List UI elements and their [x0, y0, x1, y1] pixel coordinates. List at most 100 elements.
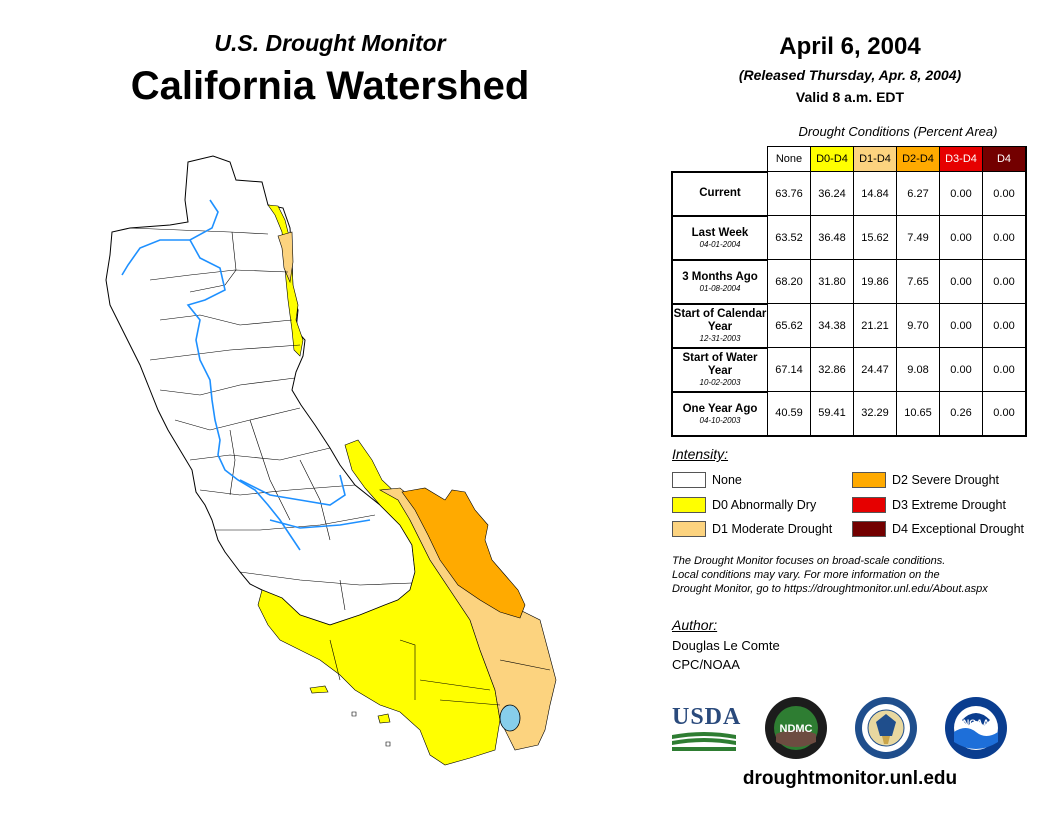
- table-title: Drought Conditions (Percent Area): [798, 124, 998, 139]
- usda-logo: USDA: [672, 704, 742, 751]
- table-cell: 7.49: [896, 215, 940, 260]
- table-cell: 32.29: [853, 391, 897, 437]
- channel-island-1: [309, 685, 329, 694]
- table-cell: 65.62: [767, 303, 811, 348]
- table-cell: 40.59: [767, 391, 811, 437]
- table-cell: 0.26: [939, 391, 983, 437]
- legend-swatch: [672, 497, 706, 513]
- row-label: 3 Months Ago 01-08-2004: [671, 258, 768, 304]
- table-cell: 0.00: [939, 215, 983, 260]
- table-cell: 59.41: [810, 391, 854, 437]
- d1-region-northeast: [277, 231, 294, 284]
- noaa-logo: NOAA: [945, 697, 1007, 759]
- legend-item-d2: D2 Severe Drought: [852, 472, 999, 488]
- column-header: None: [767, 146, 811, 172]
- row-label: One Year Ago 04-10-2003: [671, 390, 768, 437]
- table-row: Start of Calendar Year 12-31-2003 65.62 34.…: [671, 302, 1027, 348]
- website-url[interactable]: droughtmonitor.unl.edu: [742, 768, 958, 789]
- row-label: Start of Calendar Year 12-31-2003: [671, 302, 768, 348]
- map-subtitle: U.S. Drought Monitor: [214, 30, 446, 56]
- legend-label: D3 Extreme Drought: [892, 498, 1006, 512]
- table-cell: 9.08: [896, 347, 940, 392]
- legend-swatch: [672, 521, 706, 537]
- drought-map: [105, 155, 557, 766]
- table-cell: 9.70: [896, 303, 940, 348]
- author-org: CPC/NOAA: [672, 657, 740, 672]
- row-label-date: 10-02-2003: [699, 378, 741, 387]
- legend-label: D0 Abnormally Dry: [712, 498, 817, 512]
- d2-region-east: [401, 487, 526, 619]
- column-header: D3-D4: [939, 146, 983, 172]
- legend-item-d3: D3 Extreme Drought: [852, 497, 1006, 513]
- table-cell: 68.20: [767, 259, 811, 304]
- table-cell: 0.00: [982, 215, 1027, 260]
- legend-label: None: [712, 473, 742, 487]
- usda-logo-stripes: [672, 732, 736, 751]
- disclaimer-note: The Drought Monitor focuses on broad-sca…: [672, 554, 1042, 596]
- table-cell: 7.65: [896, 259, 940, 304]
- table-cell: 6.27: [896, 171, 940, 216]
- note-line: Local conditions may vary. For more info…: [672, 569, 940, 581]
- note-line: Drought Monitor, go to https://droughtmo…: [672, 583, 988, 595]
- legend-label: D1 Moderate Drought: [712, 522, 833, 536]
- legend-label: D2 Severe Drought: [892, 473, 1000, 487]
- table-cell: 0.00: [939, 303, 983, 348]
- table-cell: 15.62: [853, 215, 897, 260]
- table-cell: 32.86: [810, 347, 854, 392]
- rivers: [121, 199, 371, 551]
- row-label-text: Last Week: [691, 226, 749, 239]
- table-cell: 34.38: [810, 303, 854, 348]
- table-row: 3 Months Ago 01-08-2004 68.20 31.80 19.86 7.6…: [671, 258, 1027, 304]
- table-cell: 67.14: [767, 347, 811, 392]
- row-label: Current: [671, 170, 768, 216]
- row-label: Last Week 04-01-2004: [671, 214, 768, 260]
- row-label-date: 01-08-2004: [699, 283, 741, 293]
- table-cell: 0.00: [939, 171, 983, 216]
- table-cell: 0.00: [982, 303, 1027, 348]
- map-date: April 6, 2004: [779, 33, 921, 60]
- row-label: Start of Water Year 10-02-2003: [671, 346, 768, 392]
- table-cell: 14.84: [853, 171, 897, 216]
- legend-item-d0: D0 Abnormally Dry: [672, 497, 816, 513]
- channel-island-2: [377, 713, 391, 724]
- legend-swatch: [852, 497, 886, 513]
- california-outline: [105, 155, 416, 626]
- table-cell: 0.00: [982, 347, 1027, 392]
- table-row: Start of Water Year 10-02-2003 67.14 32.86 2…: [671, 346, 1027, 392]
- table-row: Last Week 04-01-2004 63.52 36.48 15.62 7.49 0.…: [671, 214, 1027, 260]
- channel-island-3: [351, 711, 357, 717]
- legend-label: D4 Exceptional Drought: [892, 522, 1025, 536]
- table-cell: 21.21: [853, 303, 897, 348]
- ndmc-logo: NDMC: [765, 697, 827, 759]
- table-cell: 10.65: [896, 391, 940, 437]
- ndmc-logo-text: NDMC: [780, 723, 813, 735]
- table-header-row: None D0-D4 D1-D4 D2-D4 D3-D4 D4: [672, 146, 1027, 172]
- table-cell: 0.00: [982, 171, 1027, 216]
- usda-logo-text: USDA: [672, 704, 742, 730]
- row-label-text: One Year Ago: [682, 402, 758, 415]
- release-date: (Released Thursday, Apr. 8, 2004): [738, 67, 962, 83]
- table-cell: 36.48: [810, 215, 854, 260]
- table-cell: 63.76: [767, 171, 811, 216]
- table-row: One Year Ago 04-10-2003 40.59 59.41 32.29 10.…: [671, 390, 1027, 437]
- table-cell: 19.86: [853, 259, 897, 304]
- table-cell: 0.00: [939, 347, 983, 392]
- table-corner: [672, 146, 768, 172]
- author-name: Douglas Le Comte: [672, 638, 780, 653]
- row-label-date: 12-31-2003: [699, 334, 741, 343]
- legend-item-none: None: [672, 472, 742, 488]
- note-line: The Drought Monitor focuses on broad-sca…: [672, 555, 946, 567]
- drought-conditions-table: None D0-D4 D1-D4 D2-D4 D3-D4 D4 Current 6…: [671, 146, 1027, 437]
- column-header: D2-D4: [896, 146, 940, 172]
- table-cell: 63.52: [767, 215, 811, 260]
- salton-sea: [499, 704, 521, 732]
- table-cell: 0.00: [982, 391, 1027, 437]
- row-label-date: 04-10-2003: [699, 415, 741, 425]
- legend-swatch: [672, 472, 706, 488]
- column-header: D0-D4: [810, 146, 854, 172]
- table-cell: 0.00: [982, 259, 1027, 304]
- map-title: California Watershed: [130, 64, 530, 108]
- noaa-logo-text: NOAA: [963, 718, 990, 728]
- column-header: D4: [982, 146, 1027, 172]
- intensity-title: Intensity:: [672, 446, 729, 462]
